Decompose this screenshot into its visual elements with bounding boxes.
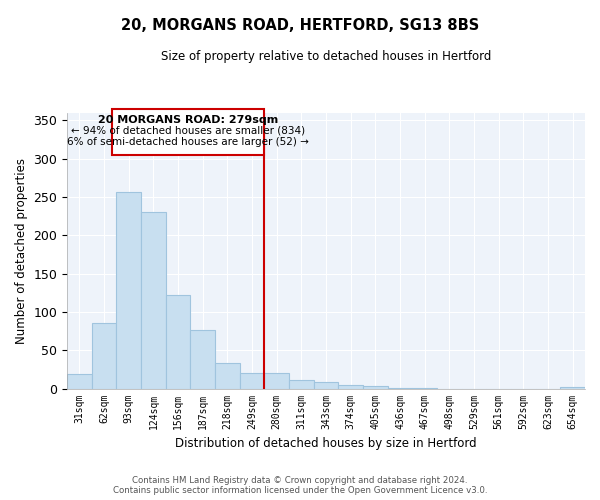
Bar	[363, 386, 388, 388]
Bar	[116, 192, 141, 388]
Bar	[240, 373, 265, 388]
Bar	[215, 364, 240, 388]
Text: 20 MORGANS ROAD: 279sqm: 20 MORGANS ROAD: 279sqm	[98, 115, 278, 125]
FancyBboxPatch shape	[112, 109, 265, 155]
X-axis label: Distribution of detached houses by size in Hertford: Distribution of detached houses by size …	[175, 437, 477, 450]
Text: 20, MORGANS ROAD, HERTFORD, SG13 8BS: 20, MORGANS ROAD, HERTFORD, SG13 8BS	[121, 18, 479, 32]
Bar	[314, 382, 338, 388]
Text: ← 94% of detached houses are smaller (834): ← 94% of detached houses are smaller (83…	[71, 126, 305, 136]
Bar	[141, 212, 166, 388]
Bar	[166, 295, 190, 388]
Bar	[338, 386, 363, 388]
Bar	[67, 374, 92, 388]
Text: 6% of semi-detached houses are larger (52) →: 6% of semi-detached houses are larger (5…	[67, 136, 309, 146]
Bar	[92, 322, 116, 388]
Title: Size of property relative to detached houses in Hertford: Size of property relative to detached ho…	[161, 50, 491, 63]
Y-axis label: Number of detached properties: Number of detached properties	[15, 158, 28, 344]
Bar	[560, 387, 585, 388]
Bar	[265, 373, 289, 388]
Bar	[289, 380, 314, 388]
Text: Contains HM Land Registry data © Crown copyright and database right 2024.
Contai: Contains HM Land Registry data © Crown c…	[113, 476, 487, 495]
Bar	[190, 330, 215, 388]
